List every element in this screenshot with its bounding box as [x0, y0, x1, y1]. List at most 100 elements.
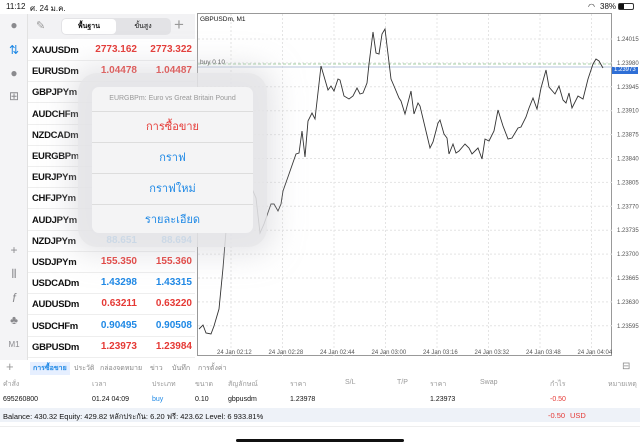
watchlist-row[interactable]: EURUSDm 1.04478 1.04487 — [28, 61, 195, 83]
ask-price: 1.23984 — [155, 340, 192, 352]
tab-history[interactable]: ประวัติ — [74, 365, 95, 372]
y-tick-label: 1.23665 — [617, 276, 639, 282]
bid-price: 88.651 — [106, 234, 137, 246]
ask-price: 155.360 — [155, 256, 192, 267]
y-tick-label: 1.23910 — [617, 109, 639, 115]
column-header[interactable]: ราคา — [430, 381, 447, 388]
symbol-name: AUDJPYm — [32, 214, 77, 226]
menu-item-trade[interactable]: การซื้อขาย — [92, 111, 253, 142]
menu-item-chart[interactable]: กราฟ — [92, 142, 253, 173]
bid-price: 2773.162 — [95, 44, 137, 55]
table-cell: -0.50 — [550, 396, 566, 403]
symbol-name: GBPJPYm — [32, 87, 77, 99]
column-header[interactable]: คำสั่ง — [3, 381, 20, 388]
ask-price: 2773.322 — [150, 44, 192, 55]
symbol-name: USDCHFm — [32, 320, 78, 332]
battery-level: 38% — [600, 2, 617, 11]
home-indicator[interactable] — [236, 439, 404, 442]
y-tick-label: 1.23770 — [617, 204, 639, 210]
column-header[interactable]: T/P — [397, 379, 408, 386]
symbol-name: AUDCHFm — [32, 108, 79, 120]
column-header[interactable]: สัญลักษณ์ — [228, 381, 258, 388]
status-bar: 11:12 ศ. 24 ม.ค. ◠ 38% — [0, 0, 640, 14]
tab-news[interactable]: ข่าว — [150, 365, 163, 372]
bid-price: 1.43298 — [100, 277, 137, 289]
symbol-name: NZDJPYm — [32, 235, 76, 247]
table-cell: 695260800 — [3, 396, 39, 403]
x-tick-label: 24 Jan 03:48 — [526, 350, 561, 356]
y-tick-label: 1.23700 — [617, 252, 639, 258]
x-tick-label: 24 Jan 03:16 — [423, 350, 458, 356]
bid-price: 155.350 — [100, 256, 137, 267]
objects-icon[interactable]: ♣ — [10, 313, 18, 327]
watchlist-row[interactable]: XAUUSDm 2773.162 2773.322 — [28, 40, 195, 61]
watchlist-row[interactable]: USDCHFm 0.90495 0.90508 — [28, 316, 195, 337]
bid-price: 1.23973 — [100, 340, 137, 352]
tab-advanced[interactable]: ขั้นสูง — [134, 23, 152, 30]
chat-icon[interactable]: ● — [10, 66, 18, 80]
watchlist-row[interactable]: NZDJPYm 88.651 88.694 — [28, 231, 195, 252]
tab-mailbox[interactable]: กล่องจดหมาย — [100, 365, 143, 372]
watchlist-row[interactable]: GBPUSDm 1.23973 1.23984 — [28, 337, 195, 358]
watchlist-segmented-control: พื้นฐาน ขั้นสูง — [61, 18, 171, 35]
tab-trade[interactable]: การซื้อขาย — [30, 362, 70, 375]
profit-currency: USD — [570, 411, 586, 420]
y-tick-label: 1.23595 — [617, 324, 639, 330]
symbol-name: NZDCADm — [32, 129, 79, 141]
popup-title: EURGBPm: Euro vs Great Britain Pound — [109, 95, 236, 102]
status-date: ศ. 24 ม.ค. — [30, 4, 66, 13]
y-tick-label: 1.23805 — [617, 180, 639, 186]
chart-area[interactable]: 1.24015 1.23980 1.23945 1.23910 1.23875 1.238… — [197, 13, 639, 357]
symbol-name: USDJPYm — [32, 257, 77, 268]
bid-price: 0.63211 — [101, 298, 137, 310]
column-header[interactable]: ขนาด — [195, 381, 214, 388]
tab-journal[interactable]: บันทึก — [172, 365, 191, 372]
column-header[interactable]: หมายเหตุ — [608, 381, 637, 388]
x-tick-label: 24 Jan 03:32 — [475, 350, 510, 356]
column-header[interactable]: กำไร — [550, 381, 566, 388]
balance-text: Balance: 430.32 Equity: 429.82 หลักประกั… — [3, 412, 264, 421]
total-profit: -0.50 — [548, 411, 566, 420]
add-icon[interactable]: + — [6, 359, 14, 374]
candlestick-icon[interactable]: ⫴ — [11, 267, 17, 281]
menu-item-details[interactable]: รายละเอียด — [92, 204, 253, 235]
order-label: buy 0.10 — [200, 59, 225, 66]
column-header[interactable]: S/L — [345, 379, 356, 386]
symbol-name: AUDUSDm — [32, 299, 79, 311]
column-header[interactable]: เวลา — [92, 381, 107, 388]
tab-basic[interactable]: พื้นฐาน — [62, 19, 116, 34]
x-tick-label: 24 Jan 04:04 — [578, 350, 613, 356]
watchlist-row[interactable]: USDCADm 1.43298 1.43315 — [28, 273, 195, 295]
y-tick-label: 1.23980 — [617, 61, 639, 67]
x-tick-label: 24 Jan 02:28 — [269, 350, 304, 356]
watchlist-header: ✎ พื้นฐาน ขั้นสูง + — [28, 14, 195, 39]
bid-price: 0.90495 — [100, 319, 137, 331]
add-symbol-icon[interactable]: + — [174, 15, 184, 34]
watchlist-row[interactable]: AUDUSDm 0.63211 0.63220 — [28, 294, 195, 316]
symbol-name: EURGBPm — [32, 151, 79, 162]
crosshair-icon[interactable]: + — [10, 243, 18, 257]
table-cell: 1.23973 — [430, 396, 456, 403]
column-header[interactable]: Swap — [480, 379, 498, 386]
symbol-name: GBPUSDm — [32, 341, 79, 353]
indicators-icon[interactable]: f — [12, 291, 16, 305]
column-header[interactable]: ประเภท — [152, 381, 176, 388]
y-tick-label: 1.23735 — [617, 228, 639, 234]
divider — [0, 426, 640, 427]
wifi-icon: ◠ — [588, 2, 595, 11]
symbol-name: XAUUSDm — [32, 45, 79, 56]
account-icon[interactable]: ● — [10, 18, 18, 32]
x-tick-label: 24 Jan 02:44 — [320, 350, 355, 356]
watchlist-row[interactable]: USDJPYm 155.350 155.360 — [28, 252, 195, 273]
new-order-icon[interactable]: ⊞ — [8, 89, 20, 103]
tab-settings[interactable]: การตั้งค่า — [198, 365, 227, 372]
quotes-icon[interactable]: ⇅ — [8, 43, 20, 57]
edit-icon[interactable]: ✎ — [36, 20, 46, 32]
chart-title: GBPUSDm, M1 — [200, 16, 246, 23]
layout-icon[interactable]: ⊟ — [622, 361, 631, 372]
menu-item-new-chart[interactable]: กราฟใหม่ — [92, 173, 253, 204]
x-tick-label: 24 Jan 02:12 — [217, 350, 252, 356]
timeframe-button[interactable]: M1 — [8, 340, 20, 349]
column-header[interactable]: ราคา — [290, 381, 307, 388]
symbol-name: CHFJPYm — [32, 193, 76, 205]
